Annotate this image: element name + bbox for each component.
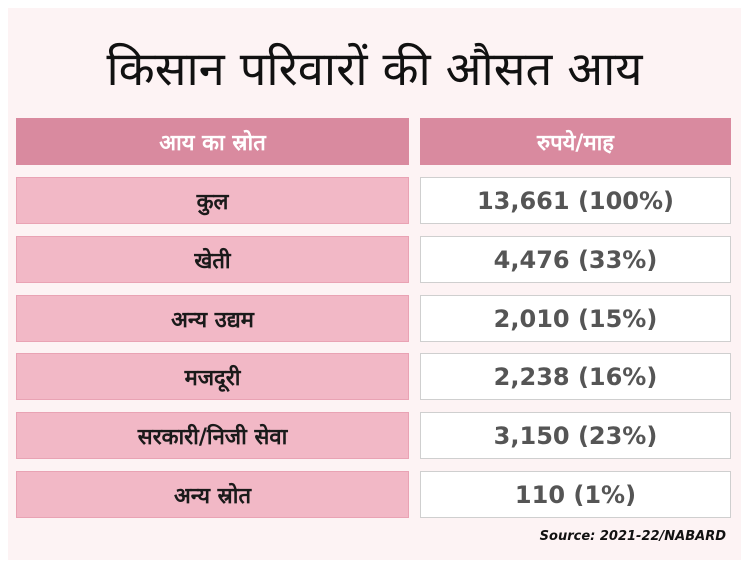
card-background xyxy=(8,8,741,560)
table-row-value: 13,661 (100%) xyxy=(420,177,731,224)
table-row-label: अन्य उद्यम xyxy=(16,295,409,342)
table-row-value: 3,150 (23%) xyxy=(420,412,731,459)
column-header-amount: रुपये/माह xyxy=(420,118,731,165)
table-row-label: मजदूरी xyxy=(16,353,409,400)
table-row-label: अन्य स्रोत xyxy=(16,471,409,518)
table-row-label: कुल xyxy=(16,177,409,224)
table-row-label: सरकारी/निजी सेवा xyxy=(16,412,409,459)
table-row-value: 2,010 (15%) xyxy=(420,295,731,342)
source-note: Source: 2021-22/NABARD xyxy=(539,529,726,544)
chart-title: किसान परिवारों की औसत आय xyxy=(106,42,643,97)
table-row-label: खेती xyxy=(16,236,409,283)
table-row-value: 2,238 (16%) xyxy=(420,353,731,400)
table-row-value: 4,476 (33%) xyxy=(420,236,731,283)
column-header-source: आय का स्रोत xyxy=(16,118,409,165)
table-row-value: 110 (1%) xyxy=(420,471,731,518)
